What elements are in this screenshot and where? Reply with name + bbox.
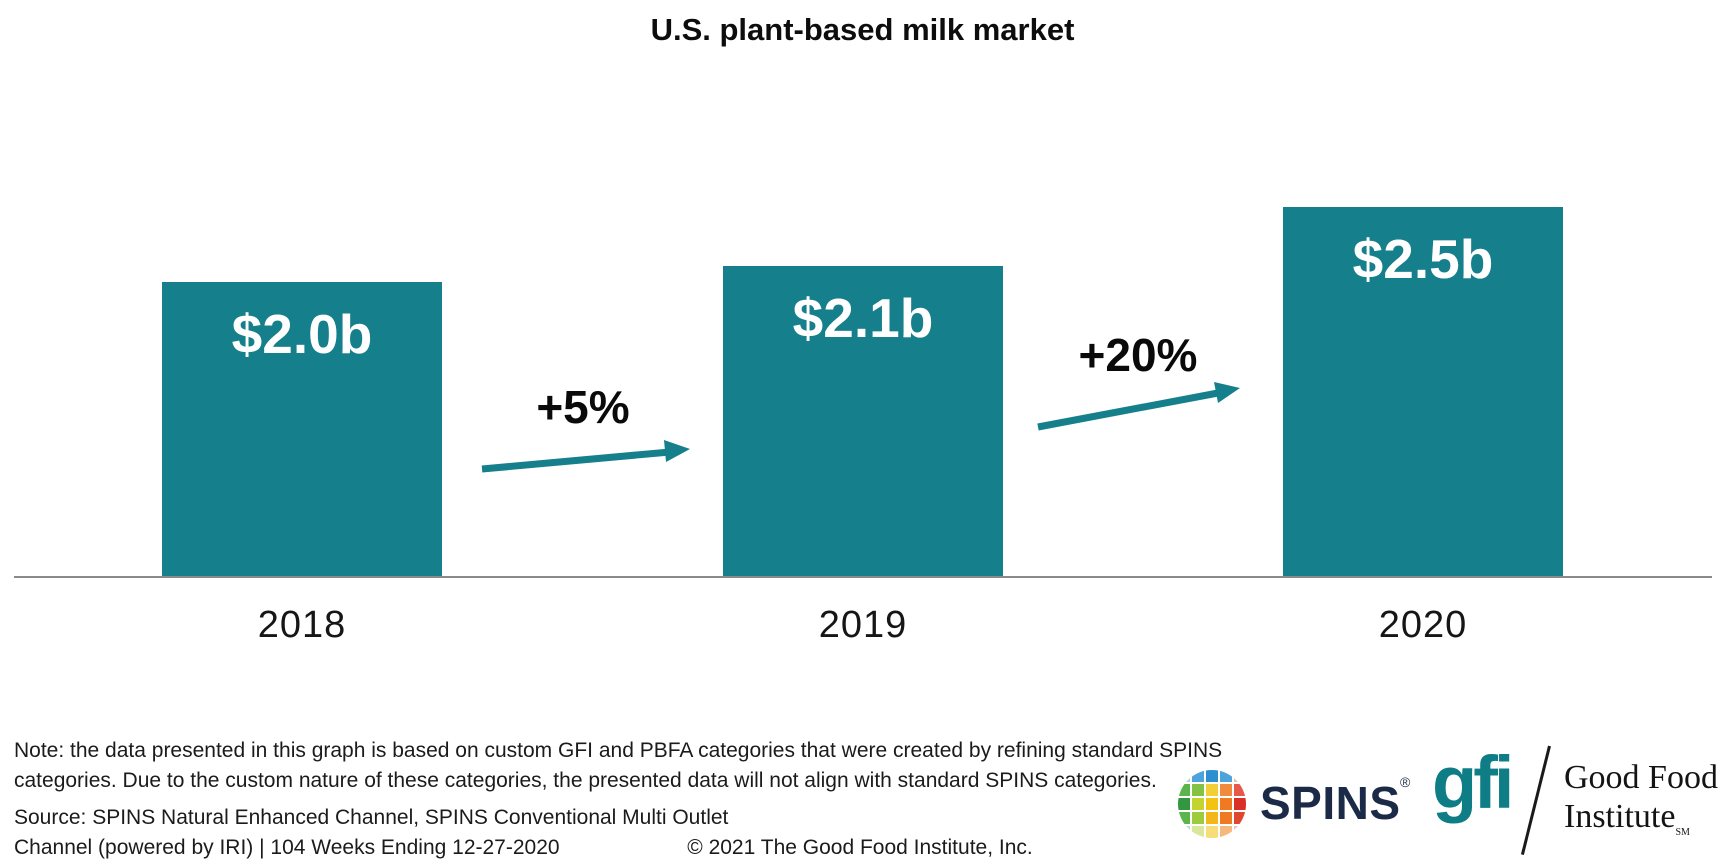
growth-arrowhead-2019-2020 (1214, 382, 1240, 403)
note-line-1: Note: the data presented in this graph i… (14, 739, 1223, 762)
source-line-1: Source: SPINS Natural Enhanced Channel, … (14, 806, 729, 829)
globe-tile (1206, 770, 1218, 782)
note-text: Note: the data presented in this graph i… (14, 736, 1222, 796)
gfi-org-name: Good Food InstituteSM (1564, 758, 1718, 852)
chart-title: U.S. plant-based milk market (650, 12, 1075, 47)
globe-tile (1220, 798, 1232, 810)
year-label-2020: 2020 (1378, 604, 1468, 646)
gfi-org-line-1: Good Food (1564, 759, 1718, 796)
globe-tile (1234, 798, 1246, 810)
bar-2019: $2.1b (723, 266, 1003, 577)
copyright-text: © 2021 The Good Food Institute, Inc. (687, 836, 1033, 859)
bar-2018: $2.0b (162, 282, 442, 577)
x-axis-line (14, 576, 1712, 578)
growth-label-2019-2020: +20% (1078, 329, 1198, 381)
year-label-2018: 2018 (257, 604, 347, 646)
globe-tile (1178, 798, 1190, 810)
source-text: Source: SPINS Natural Enhanced Channel, … (14, 803, 728, 863)
globe-tile (1206, 798, 1218, 810)
globe-tile (1220, 784, 1232, 796)
spins-wordmark: SPINS (1260, 777, 1401, 829)
globe-tile (1178, 784, 1190, 796)
source-line-2: Channel (powered by IRI) | 104 Weeks End… (14, 836, 560, 859)
globe-tile (1206, 784, 1218, 796)
globe-tile (1192, 784, 1204, 796)
year-label-2019: 2019 (818, 604, 908, 646)
globe-tile (1206, 826, 1218, 838)
registered-trademark-mark: ® (1400, 774, 1411, 790)
growth-arrowhead-2018-2019 (664, 440, 690, 462)
note-line-2: categories. Due to the custom nature of … (14, 769, 1157, 792)
growth-arrow-2019-2020 (1037, 389, 1219, 431)
globe-tile (1220, 812, 1232, 824)
gfi-slash-divider (1520, 745, 1551, 856)
growth-arrow-2018-2019 (481, 448, 671, 473)
gfi-wordmark: gfi (1432, 741, 1514, 824)
service-mark: SM (1675, 827, 1690, 838)
bar-value-label-2019: $2.1b (792, 287, 934, 349)
globe-tile (1192, 798, 1204, 810)
bar-2020: $2.5b (1283, 207, 1563, 577)
globe-tile (1192, 812, 1204, 824)
gfi-logo: gfi Good Food InstituteSM (1432, 738, 1722, 863)
bar-value-label-2018: $2.0b (231, 303, 373, 365)
bar-value-label-2020: $2.5b (1352, 228, 1494, 290)
gfi-org-line-2: InstituteSM (1564, 798, 1690, 838)
spins-globe-icon (1178, 770, 1246, 838)
globe-tile (1206, 812, 1218, 824)
globe-tile (1192, 770, 1204, 782)
growth-label-2018-2019: +5% (536, 381, 630, 433)
